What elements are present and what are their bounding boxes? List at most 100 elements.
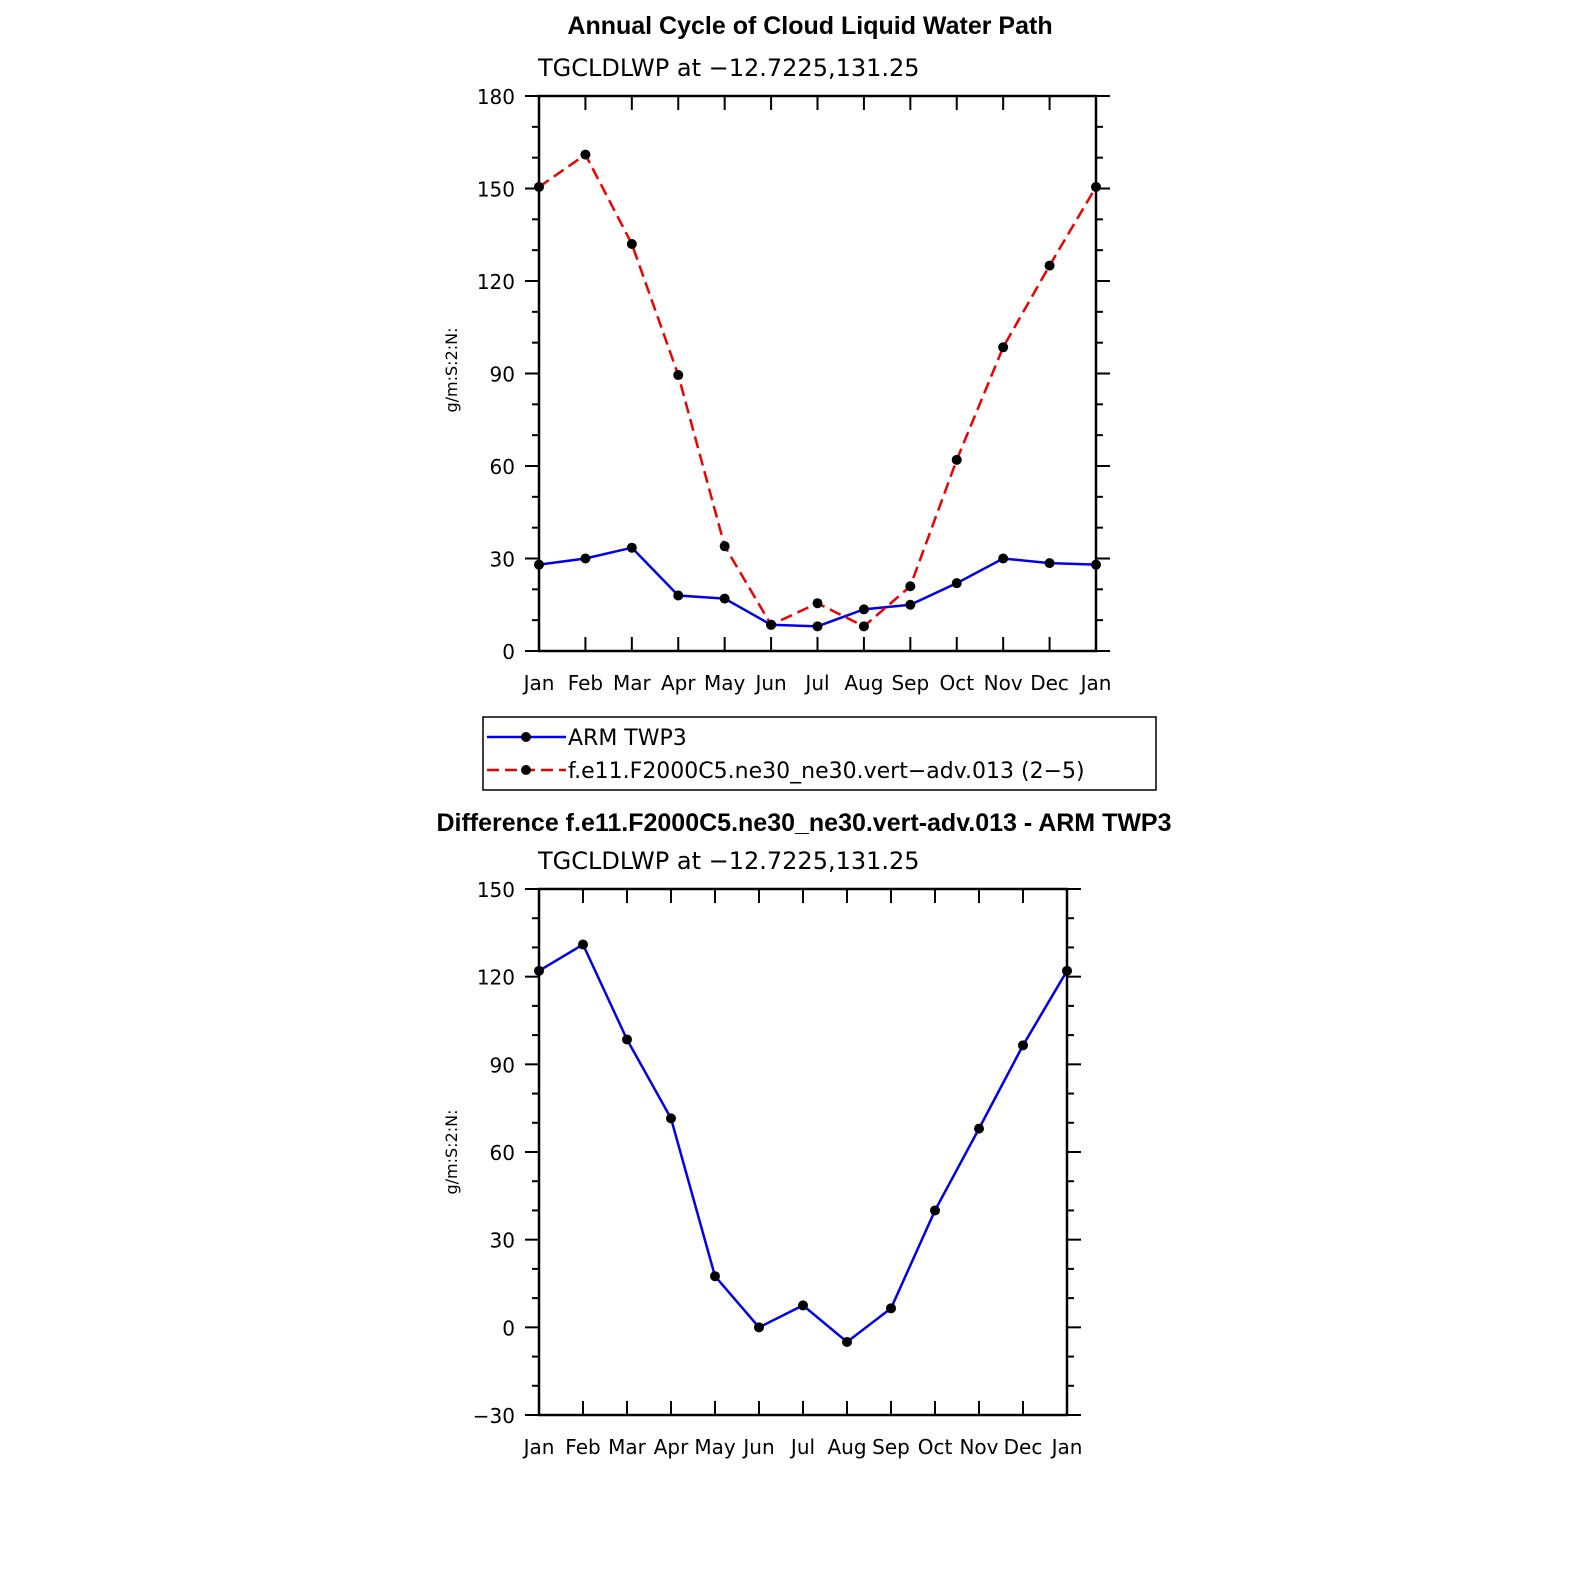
chart1-xtick-label: Jan: [1079, 671, 1112, 695]
chart2-series-0-point: [1018, 1040, 1028, 1051]
chart1-ytick-label: 150: [477, 178, 515, 202]
chart1-series-1-point: [766, 619, 777, 630]
chart1-series-1-point: [673, 370, 684, 381]
chart2-series-0-point: [666, 1113, 676, 1124]
chart1-ytick-label: 0: [502, 640, 515, 664]
chart1-ytick-label: 90: [490, 363, 515, 387]
chart1-series-1-point: [1044, 260, 1055, 271]
chart1-xtick-label: Sep: [891, 671, 929, 695]
chart1-series-1-point: [858, 621, 869, 632]
chart2-ytick-label: 0: [502, 1316, 515, 1340]
chart1-series-group: [534, 149, 1101, 632]
chart1-title: Annual Cycle of Cloud Liquid Water Path: [567, 12, 1052, 40]
chart1-ytick-label: 120: [477, 270, 515, 294]
chart2-series-line-0: [538, 942, 1069, 1344]
chart2-series-0-point: [534, 965, 544, 976]
chart1-ytick-label: 30: [490, 548, 515, 572]
chart1-series-1-point: [626, 239, 637, 249]
legend-label-arm: ARM TWP3: [568, 726, 687, 751]
legend-marker-arm: [521, 732, 531, 742]
chart1-series-0-point: [998, 553, 1009, 564]
chart1-series-1-point: [812, 598, 823, 609]
chart2-xtick-label: Mar: [608, 1435, 647, 1459]
chart1-series-0-point: [951, 578, 962, 589]
chart2-series-0-point: [930, 1205, 940, 1216]
chart2-xtick-label: Oct: [918, 1435, 953, 1459]
legend-label-model: f.e11.F2000C5.ne30_ne30.vert−adv.013 (2−…: [568, 759, 1085, 784]
chart1-xtick-label: Apr: [661, 671, 696, 695]
chart2-xtick-label: Nov: [959, 1435, 998, 1459]
chart2-series-0-point: [578, 939, 588, 950]
chart2-xtick-label: Feb: [565, 1435, 600, 1459]
chart1-xtick-label: Jan: [522, 671, 555, 695]
chart2-series-0-point: [1062, 965, 1072, 976]
legend-box: [482, 716, 1157, 791]
chart2-series-0-point: [710, 1271, 720, 1282]
chart2-subtitle: TGCLDLWP at −12.7225,131.25: [537, 847, 920, 875]
chart1-series-0-point: [719, 593, 730, 604]
chart2-series-0-point: [842, 1336, 852, 1347]
chart2-series-0-point: [622, 1034, 632, 1045]
chart1-plot-frame: [537, 94, 1098, 653]
annual-cycle-chart: Annual Cycle of Cloud Liquid Water Path …: [442, 12, 1111, 695]
chart1-xtick-label: Jun: [753, 671, 786, 695]
chart2-ytick-label: −30: [473, 1404, 515, 1428]
chart1-series-0-point: [534, 559, 544, 570]
chart1-series-0-point: [1044, 558, 1055, 569]
chart1-series-0-point: [1091, 559, 1101, 570]
chart1-xtick-label: May: [704, 671, 746, 695]
chart2-plot-frame: [537, 887, 1069, 1417]
chart1-xtick-label: Oct: [939, 671, 974, 695]
chart1-xtick-label: Jul: [803, 671, 829, 695]
chart1-xtick-label: Aug: [844, 671, 883, 695]
chart2-series-0-point: [886, 1303, 896, 1314]
legend-marker-model: [521, 765, 531, 775]
chart1-series-1-point: [580, 149, 591, 160]
chart1-series-1-point: [534, 181, 544, 192]
chart2-xtick-label: Jan: [522, 1435, 555, 1459]
chart1-series-0-point: [812, 621, 823, 632]
chart2-xtick-label: Apr: [654, 1435, 689, 1459]
chart1-series-1-point: [905, 581, 916, 592]
legend: ARM TWP3 f.e11.F2000C5.ne30_ne30.vert−ad…: [482, 716, 1157, 791]
chart2-ticks: Jan Feb Mar Apr May Jun Jul Aug Sep Oct Nov Dec Jan−…: [473, 878, 1083, 1459]
difference-chart: Difference f.e11.F2000C5.ne30_ne30.vert-…: [436, 809, 1171, 1459]
chart1-series-0-point: [626, 542, 637, 553]
chart1-series-line-0: [538, 546, 1097, 628]
chart1-ytick-label: 180: [477, 85, 515, 109]
chart2-xtick-label: May: [694, 1435, 736, 1459]
chart2-xtick-label: Dec: [1004, 1435, 1043, 1459]
chart2-xtick-label: Sep: [872, 1435, 910, 1459]
chart1-ylabel: g/m:S:2:N:: [442, 328, 461, 413]
chart1-xtick-label: Nov: [984, 671, 1023, 695]
chart2-title: Difference f.e11.F2000C5.ne30_ne30.vert-…: [436, 809, 1171, 837]
chart1-subtitle: TGCLDLWP at −12.7225,131.25: [537, 54, 920, 82]
chart1-ticks: Jan Feb Mar Apr May Jun Jul Aug Sep Oct Nov Dec Jan 0…: [477, 85, 1112, 695]
chart2-series-0-point: [754, 1322, 764, 1333]
chart2-ytick-label: 60: [490, 1141, 515, 1165]
chart2-series-0-point: [974, 1123, 984, 1134]
chart1-series-1-point: [719, 541, 730, 552]
chart1-series-0-point: [905, 599, 916, 610]
chart1-series-0-point: [858, 604, 869, 615]
chart1-xtick-label: Dec: [1030, 671, 1069, 695]
chart1-series-1-point: [1091, 181, 1101, 192]
chart1-series-line-1: [538, 152, 1098, 628]
chart2-xtick-label: Jun: [741, 1435, 774, 1459]
chart2-ytick-label: 30: [490, 1229, 515, 1253]
chart2-ytick-label: 90: [490, 1053, 515, 1077]
chart1-ytick-label: 60: [490, 455, 515, 479]
chart1-xtick-label: Feb: [568, 671, 603, 695]
chart1-series-0-point: [580, 553, 591, 564]
chart2-series-0-point: [798, 1300, 808, 1311]
chart1-series-1-point: [998, 342, 1009, 353]
chart2-ylabel: g/m:S:2:N:: [442, 1110, 461, 1195]
chart1-xtick-label: Mar: [613, 671, 652, 695]
chart1-series-1-point: [951, 454, 962, 465]
chart2-xtick-label: Jan: [1050, 1435, 1083, 1459]
chart1-series-0-point: [673, 590, 684, 601]
chart2-xtick-label: Aug: [827, 1435, 866, 1459]
chart2-series-group: [534, 939, 1072, 1347]
chart2-xtick-label: Jul: [789, 1435, 815, 1459]
